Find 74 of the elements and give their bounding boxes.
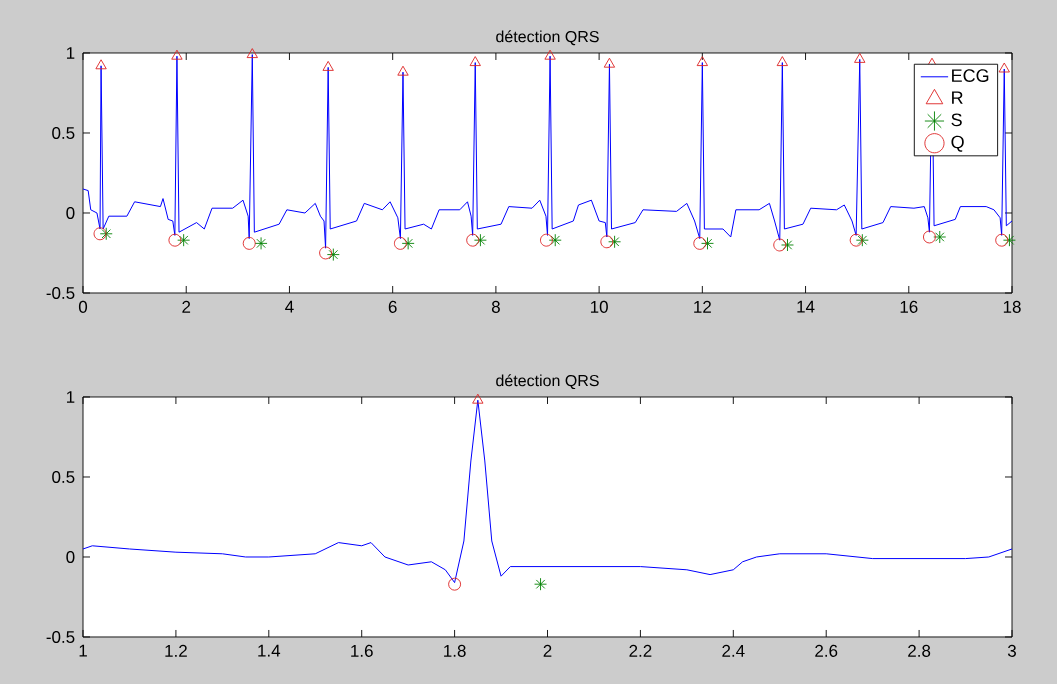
point: [922, 230, 936, 244]
x-tick-label: 4: [285, 300, 294, 313]
x-tick-label: 0: [78, 300, 88, 313]
point: [177, 233, 191, 247]
x-tick-label: 14: [797, 300, 815, 313]
point: [99, 227, 113, 241]
point: [322, 60, 334, 71]
point: [776, 56, 788, 67]
x-tick-label: 2.8: [908, 644, 931, 657]
x-tick-label: 2: [543, 644, 552, 657]
y-tick-label: -0.5: [46, 630, 75, 644]
x-tick-label: 1.2: [165, 644, 187, 657]
x-tick-label: 1: [79, 644, 87, 657]
point: [473, 233, 487, 247]
legend-label: S: [951, 113, 962, 127]
y-tick-label: -0.5: [46, 286, 75, 300]
point: [171, 49, 183, 60]
x-tick-label: 1.6: [351, 644, 373, 657]
legend-label: R: [952, 91, 963, 104]
chart-title: détection QRS: [496, 30, 599, 46]
point: [319, 246, 333, 260]
x-tick-label: 1.4: [258, 644, 281, 657]
point: [849, 233, 863, 247]
point: [1002, 233, 1016, 247]
y-tick-label: 0.5: [52, 126, 75, 140]
point: [600, 235, 614, 249]
point: [995, 233, 1009, 247]
y-tick-label: 0.5: [52, 470, 75, 484]
point: [93, 227, 107, 241]
point: [540, 233, 553, 247]
point: [242, 236, 256, 250]
point: [701, 236, 714, 250]
x-tick-label: 3: [1007, 644, 1016, 657]
point: [469, 56, 481, 67]
point: [693, 236, 707, 250]
point: [781, 238, 794, 252]
point: [998, 62, 1010, 73]
point: [326, 248, 340, 262]
point: [855, 233, 869, 247]
point: [933, 230, 947, 244]
point: [397, 65, 409, 76]
point: [854, 52, 866, 63]
point: [773, 238, 787, 252]
legend-label: Q: [951, 135, 964, 152]
x-tick-label: 16: [900, 300, 918, 313]
x-tick-label: 18: [1003, 300, 1021, 313]
point: [401, 236, 415, 250]
x-tick-label: 2: [182, 300, 191, 313]
point: [466, 233, 480, 247]
point: [95, 59, 107, 70]
y-tick-label: 0: [66, 206, 75, 220]
legend-label: ECG: [952, 69, 989, 82]
x-tick-label: 6: [388, 300, 397, 313]
line-series: [82, 54, 1013, 249]
y-tick-label: 0: [66, 550, 75, 564]
chart-title: détection QRS: [496, 374, 599, 390]
point: [608, 235, 622, 249]
point: [603, 57, 616, 68]
x-tick-label: 2.2: [629, 644, 652, 657]
point: [246, 48, 258, 59]
y-tick-label: 1: [66, 391, 75, 403]
x-tick-label: 10: [590, 300, 608, 313]
point: [254, 236, 268, 250]
point: [393, 236, 407, 250]
x-tick-label: 2.6: [815, 644, 838, 657]
x-tick-label: 12: [694, 300, 711, 313]
point: [548, 233, 562, 247]
point: [168, 233, 182, 247]
x-tick-label: 1.8: [444, 644, 466, 657]
point: [696, 56, 708, 67]
y-tick-label: 1: [66, 47, 75, 59]
x-tick-label: 8: [491, 300, 500, 313]
point: [544, 49, 556, 60]
x-tick-label: 2.4: [722, 644, 745, 657]
